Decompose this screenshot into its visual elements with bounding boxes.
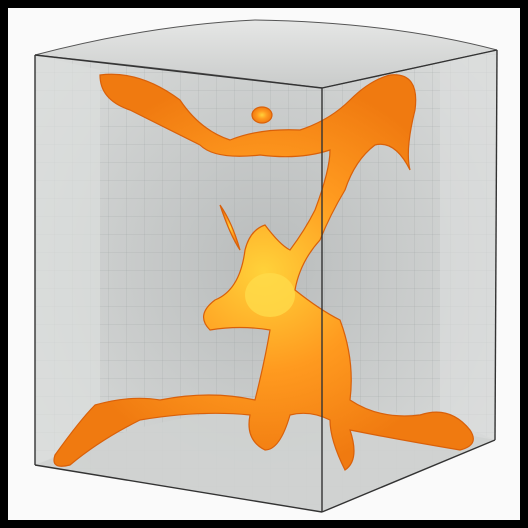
box-edges — [34, 49, 498, 513]
fluid-core — [245, 273, 295, 317]
right-panel — [440, 50, 497, 440]
top-face — [34, 19, 498, 89]
left-panel — [35, 55, 100, 465]
fluid — [53, 73, 474, 471]
